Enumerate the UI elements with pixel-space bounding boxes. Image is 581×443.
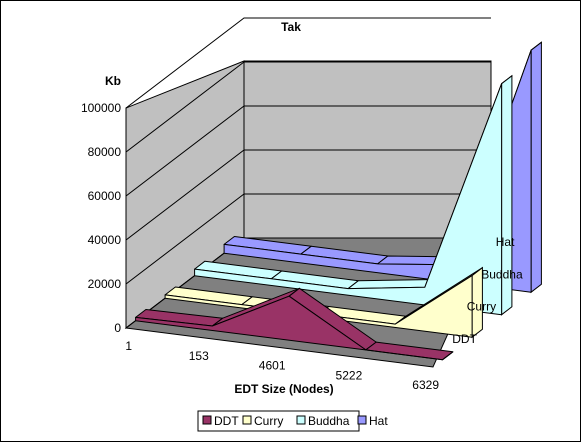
y-tick-labels: 0 20000 40000 60000 80000 100000 [81, 101, 121, 335]
x-tick-label: 6329 [412, 378, 439, 392]
series-axis-label: Hat [496, 235, 515, 249]
gridline [125, 105, 491, 197]
x-axis-title: EDT Size (Nodes) [234, 382, 333, 396]
x-tick-label: 153 [189, 349, 209, 363]
area-end-cap [530, 41, 542, 294]
y-tick-label: 40000 [88, 233, 122, 247]
legend-label: DDT [214, 414, 239, 428]
area-front-face [135, 295, 444, 361]
legend-swatch [357, 415, 367, 425]
gridline [125, 17, 491, 109]
legend-swatch [202, 415, 212, 425]
x-tick-labels: 1 153 4601 5222 6329 [125, 339, 439, 392]
series-axis-label: Curry [467, 300, 496, 314]
chart-title: Tak [281, 20, 301, 34]
legend: DDT Curry Buddha Hat [202, 414, 388, 428]
y-tick-label: 60000 [88, 189, 122, 203]
legend-label: Curry [254, 414, 283, 428]
legend-swatch [296, 415, 306, 425]
area-end-cap [442, 351, 454, 361]
gridline [125, 193, 491, 285]
x-tick-label: 4601 [259, 359, 286, 373]
series-axis-label: DDT [452, 332, 477, 346]
series-layer [135, 41, 542, 361]
y-tick-label: 20000 [88, 277, 122, 291]
series-axis-labels: DDT Curry Buddha Hat [452, 235, 523, 346]
x-tick-label: 5222 [336, 368, 363, 382]
grid-lines [125, 17, 491, 329]
y-axis-title: Kb [105, 74, 121, 88]
y-tick-label: 80000 [88, 145, 122, 159]
legend-label: Buddha [308, 414, 350, 428]
legend-swatch [242, 415, 252, 425]
gridline [125, 61, 491, 153]
y-tick-label: 100000 [81, 101, 121, 115]
y-tick-label: 0 [114, 321, 121, 335]
series-ddt [135, 287, 454, 361]
legend-label: Hat [369, 414, 388, 428]
x-tick-label: 1 [125, 339, 132, 353]
gridline [125, 149, 491, 241]
series-axis-label: Buddha [481, 267, 523, 281]
